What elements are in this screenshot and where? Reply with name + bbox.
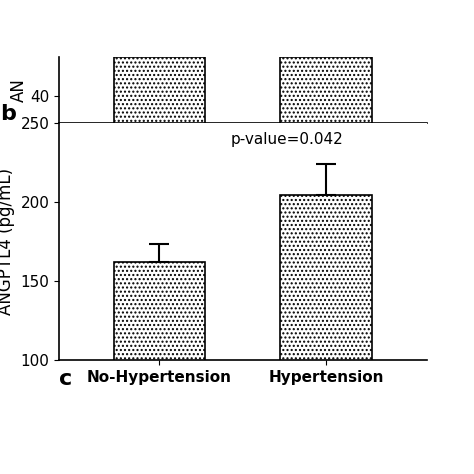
Bar	[113, 57, 205, 123]
Bar	[281, 195, 373, 360]
Y-axis label: ANGPTL4 (pg/mL): ANGPTL4 (pg/mL)	[0, 168, 15, 315]
Text: p-value=0.042: p-value=0.042	[231, 132, 343, 146]
Bar	[113, 262, 205, 360]
Text: c: c	[59, 369, 73, 389]
Y-axis label: AN: AN	[9, 78, 27, 101]
Text: b: b	[0, 104, 16, 124]
Bar	[281, 57, 373, 123]
